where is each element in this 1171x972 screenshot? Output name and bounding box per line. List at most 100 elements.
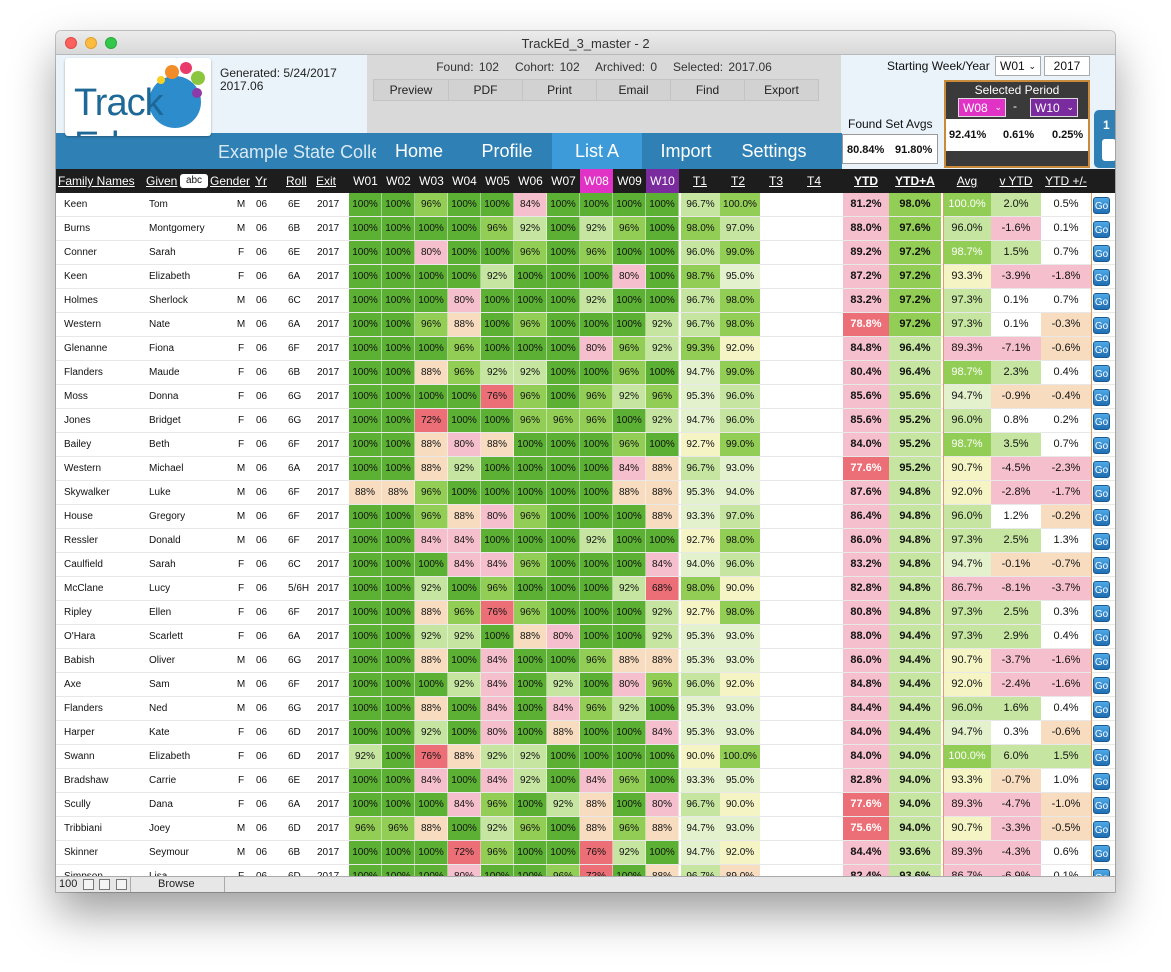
- go-button[interactable]: Go: [1093, 389, 1110, 406]
- header-yr[interactable]: Yr: [255, 174, 267, 188]
- print-button[interactable]: Print: [523, 80, 597, 100]
- header-week-w01[interactable]: W01: [353, 174, 378, 188]
- week-cell: 100%: [646, 361, 679, 384]
- toolbar-toggle-icon[interactable]: [116, 879, 127, 890]
- zoom-in-icon[interactable]: [99, 879, 110, 890]
- close-icon[interactable]: [65, 37, 77, 49]
- nav-list-a[interactable]: List A: [552, 133, 642, 169]
- header-given[interactable]: Given: [146, 174, 178, 188]
- v-ytd-cell: 0.3%: [991, 721, 1041, 744]
- starting-week-select[interactable]: W01 ⌄: [995, 56, 1041, 76]
- header-term-t2[interactable]: T2: [730, 174, 745, 188]
- go-button[interactable]: Go: [1093, 821, 1110, 838]
- week-cell: 100%: [514, 433, 547, 456]
- period-to-select[interactable]: W10 ⌄: [1030, 98, 1078, 117]
- term-1-cell: 94.7%: [681, 841, 720, 864]
- go-button[interactable]: Go: [1093, 797, 1110, 814]
- go-button[interactable]: Go: [1093, 725, 1110, 742]
- header-exit[interactable]: Exit: [316, 174, 337, 188]
- layout-mode[interactable]: Browse: [158, 878, 195, 890]
- go-button[interactable]: Go: [1093, 677, 1110, 694]
- header-ytd-plus-minus[interactable]: YTD +/-: [1045, 174, 1087, 188]
- export-button[interactable]: Export: [764, 83, 799, 97]
- header-roll[interactable]: Roll: [286, 174, 307, 188]
- header-avg[interactable]: Avg: [956, 174, 978, 188]
- header-week-w04[interactable]: W04: [452, 174, 477, 188]
- header-week-w06[interactable]: W06: [518, 174, 543, 188]
- email-button[interactable]: Email: [597, 80, 671, 100]
- header-week-w03[interactable]: W03: [419, 174, 444, 188]
- starting-year-field[interactable]: 2017: [1044, 56, 1090, 76]
- go-button[interactable]: Go: [1093, 221, 1110, 238]
- go-button[interactable]: Go: [1093, 773, 1110, 790]
- header-gender[interactable]: Gender: [210, 174, 251, 188]
- header-week-w09[interactable]: W09: [617, 174, 642, 188]
- go-button[interactable]: Go: [1093, 341, 1110, 358]
- week-cell: 100%: [613, 745, 646, 768]
- header-week-w08[interactable]: W08: [580, 169, 613, 193]
- header-v-ytd[interactable]: v YTD: [999, 174, 1033, 188]
- header-ytd[interactable]: YTD: [854, 174, 878, 188]
- collapse-icon[interactable]: [83, 879, 94, 890]
- go-button[interactable]: Go: [1093, 197, 1110, 214]
- go-button[interactable]: Go: [1093, 653, 1110, 670]
- go-button[interactable]: Go: [1093, 749, 1110, 766]
- nav-import[interactable]: Import: [660, 141, 712, 161]
- ytd-a-cell: 94.0%: [889, 745, 941, 768]
- find-button[interactable]: Find: [671, 80, 745, 100]
- header-week-w07[interactable]: W07: [551, 174, 576, 188]
- gender-cell: F: [237, 391, 245, 402]
- table-row: Flanders Ned M 06 6G 2017 100% 100% 88% 100% 84% 10…: [56, 697, 1115, 721]
- week-cell: 100%: [481, 193, 514, 216]
- go-button[interactable]: Go: [1093, 605, 1110, 622]
- header-week-w02[interactable]: W02: [386, 174, 411, 188]
- week-cell: 100%: [349, 721, 382, 744]
- go-button[interactable]: Go: [1093, 509, 1110, 526]
- ytd-cell: 84.0%: [843, 745, 889, 768]
- header-week-w05[interactable]: W05: [485, 174, 510, 188]
- go-button[interactable]: Go: [1093, 437, 1110, 454]
- avg-cell: 92.0%: [943, 481, 991, 504]
- go-button[interactable]: Go: [1093, 581, 1110, 598]
- go-button[interactable]: Go: [1093, 365, 1110, 382]
- go-button[interactable]: Go: [1093, 317, 1110, 334]
- go-button[interactable]: Go: [1093, 557, 1110, 574]
- go-button[interactable]: Go: [1093, 533, 1110, 550]
- week-cell: 100%: [547, 769, 580, 792]
- abc-toggle[interactable]: abc: [180, 174, 208, 188]
- week-cell: 100%: [514, 529, 547, 552]
- go-button[interactable]: Go: [1093, 245, 1110, 262]
- zoom-icon[interactable]: [105, 37, 117, 49]
- header-term-t1[interactable]: T1: [692, 174, 707, 188]
- minimize-icon[interactable]: [85, 37, 97, 49]
- pdf-button[interactable]: PDF: [449, 80, 523, 100]
- go-button[interactable]: Go: [1093, 293, 1110, 310]
- nav-home[interactable]: Home: [394, 141, 443, 161]
- go-button[interactable]: Go: [1093, 485, 1110, 502]
- go-button[interactable]: Go: [1093, 845, 1110, 862]
- header-week-w10[interactable]: W10: [646, 169, 679, 193]
- roll-cell: 6D: [288, 751, 301, 762]
- go-button[interactable]: Go: [1093, 413, 1110, 430]
- table-row: SimpsonLisaF066D2017100%100%100%80%100%1…: [56, 865, 1115, 876]
- table-row: Bradshaw Carrie F 06 6E 2017 100% 100% 84% 100% 84…: [56, 769, 1115, 793]
- week-cell: 100%: [349, 433, 382, 456]
- go-button[interactable]: Go: [1093, 869, 1110, 876]
- nav-settings[interactable]: Settings: [741, 141, 807, 161]
- header-family-names[interactable]: Family Names: [58, 174, 135, 188]
- header-term-t3[interactable]: T3: [768, 174, 783, 188]
- header-ytd-a[interactable]: YTD+A: [895, 174, 935, 188]
- nav-profile[interactable]: Profile: [481, 141, 533, 161]
- header-term-t4[interactable]: T4: [806, 174, 821, 188]
- go-button[interactable]: Go: [1093, 461, 1110, 478]
- go-button[interactable]: Go: [1093, 269, 1110, 286]
- side-tab-button[interactable]: [1102, 139, 1115, 161]
- week-cell: 68%: [646, 577, 679, 600]
- ytd-cell: 86.0%: [843, 529, 889, 552]
- go-button[interactable]: Go: [1093, 701, 1110, 718]
- side-tab[interactable]: 1: [1094, 110, 1115, 168]
- week-cell: 100%: [547, 553, 580, 576]
- period-from-select[interactable]: W08 ⌄: [958, 98, 1006, 117]
- go-button[interactable]: Go: [1093, 629, 1110, 646]
- preview-button[interactable]: Preview: [374, 80, 449, 100]
